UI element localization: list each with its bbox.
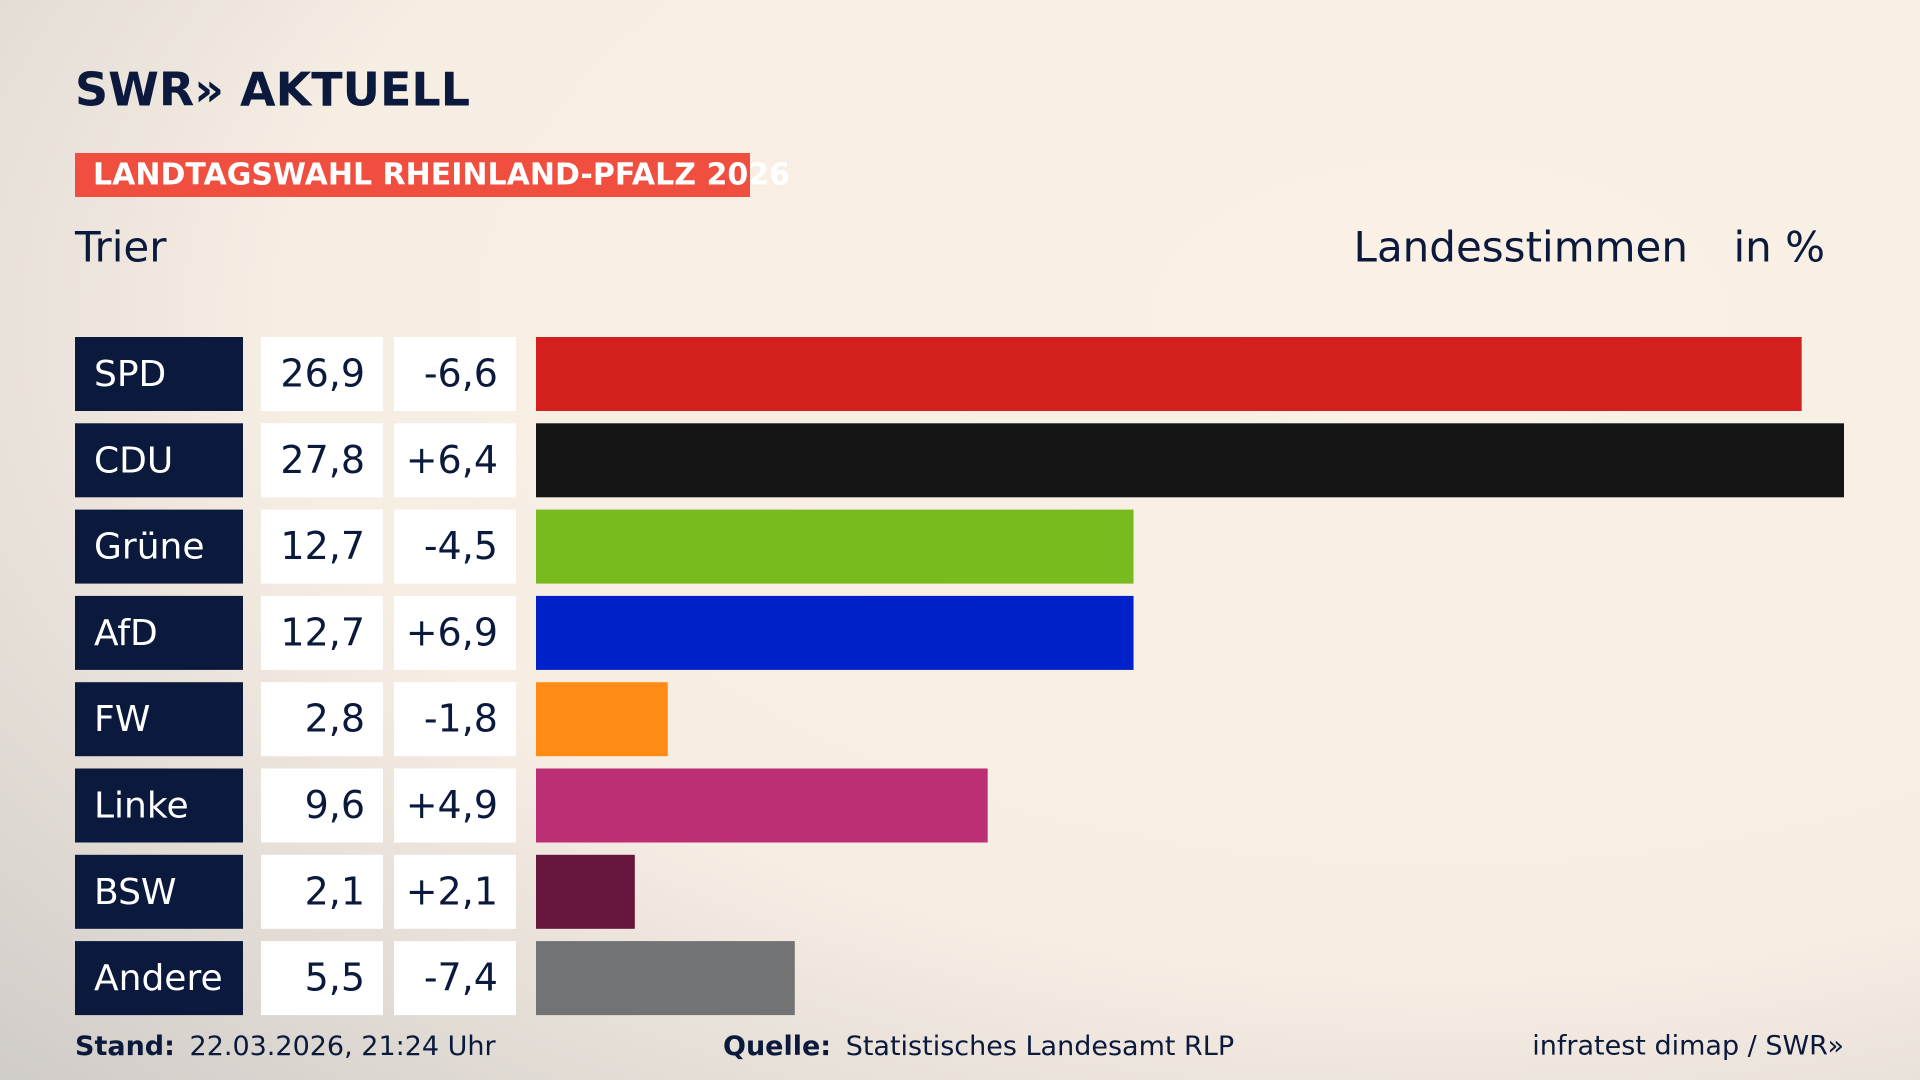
chart-title: LANDTAGSWAHL RHEINLAND-PFALZ 2026 <box>93 158 790 193</box>
value-box <box>261 595 383 670</box>
bar <box>536 854 635 929</box>
change-box <box>394 682 516 757</box>
party-box <box>75 337 243 411</box>
change-label: +6,9 <box>406 610 498 654</box>
party-label: CDU <box>94 440 173 481</box>
party-box <box>75 941 243 1016</box>
party-label: SPD <box>94 354 166 395</box>
party-label: FW <box>94 699 150 740</box>
party-label: Andere <box>94 958 223 999</box>
party-box <box>75 854 243 929</box>
party-label: AfD <box>94 613 158 654</box>
credit: infratest dimap / SWR» <box>1532 1031 1844 1062</box>
bar <box>536 682 668 757</box>
change-box <box>394 509 516 584</box>
party-box <box>75 768 243 843</box>
unit: in % <box>1733 223 1825 272</box>
subtitle: Trier <box>74 223 167 272</box>
source: Statistisches Landesamt RLP <box>846 1031 1234 1062</box>
bar <box>536 509 1134 584</box>
stand-label: Stand: <box>75 1031 175 1062</box>
value-label: 26,9 <box>280 352 365 396</box>
footer-source: Quelle: Statistisches Landesamt RLP <box>723 1031 1234 1062</box>
change-label: +6,4 <box>406 438 498 482</box>
value-label: 12,7 <box>280 610 365 654</box>
source-label: Quelle: <box>723 1031 831 1062</box>
bar <box>536 941 795 1016</box>
party-box <box>75 595 243 670</box>
stand: 22.03.2026, 21:24 Uhr <box>190 1031 497 1062</box>
value-box <box>261 509 383 584</box>
party-label: Grüne <box>94 527 204 568</box>
change-label: -1,8 <box>424 697 498 741</box>
measure: Landesstimmen <box>1354 223 1688 272</box>
bar <box>536 595 1134 670</box>
party-label: Linke <box>94 786 189 827</box>
value-box <box>261 854 383 929</box>
value-label: 2,8 <box>305 697 365 741</box>
title-box <box>75 153 750 197</box>
change-label: +4,9 <box>406 783 498 827</box>
bar <box>536 423 1844 498</box>
bar <box>536 337 1802 411</box>
party-box <box>75 682 243 757</box>
value-label: 12,7 <box>280 524 365 568</box>
party-box <box>75 509 243 584</box>
change-box <box>394 854 516 929</box>
change-box <box>394 423 516 498</box>
change-label: -4,5 <box>424 524 498 568</box>
value-label: 9,6 <box>305 783 365 827</box>
value-label: 5,5 <box>305 956 365 1000</box>
value-box <box>261 941 383 1016</box>
logo: SWR» AKTUELL <box>75 63 470 117</box>
change-box <box>394 941 516 1016</box>
change-label: +2,1 <box>406 869 498 913</box>
change-label: -7,4 <box>424 956 498 1000</box>
value-box <box>261 682 383 757</box>
party-box <box>75 423 243 498</box>
change-box <box>394 595 516 670</box>
change-box <box>394 337 516 411</box>
value-label: 27,8 <box>280 438 365 482</box>
value-box <box>261 337 383 411</box>
change-box <box>394 768 516 843</box>
value-label: 2,1 <box>305 869 365 913</box>
footer-stand: Stand: 22.03.2026, 21:24 Uhr <box>75 1031 497 1062</box>
value-box <box>261 423 383 498</box>
party-label: BSW <box>94 872 177 913</box>
change-label: -6,6 <box>424 352 498 396</box>
bar <box>536 768 988 843</box>
value-box <box>261 768 383 843</box>
